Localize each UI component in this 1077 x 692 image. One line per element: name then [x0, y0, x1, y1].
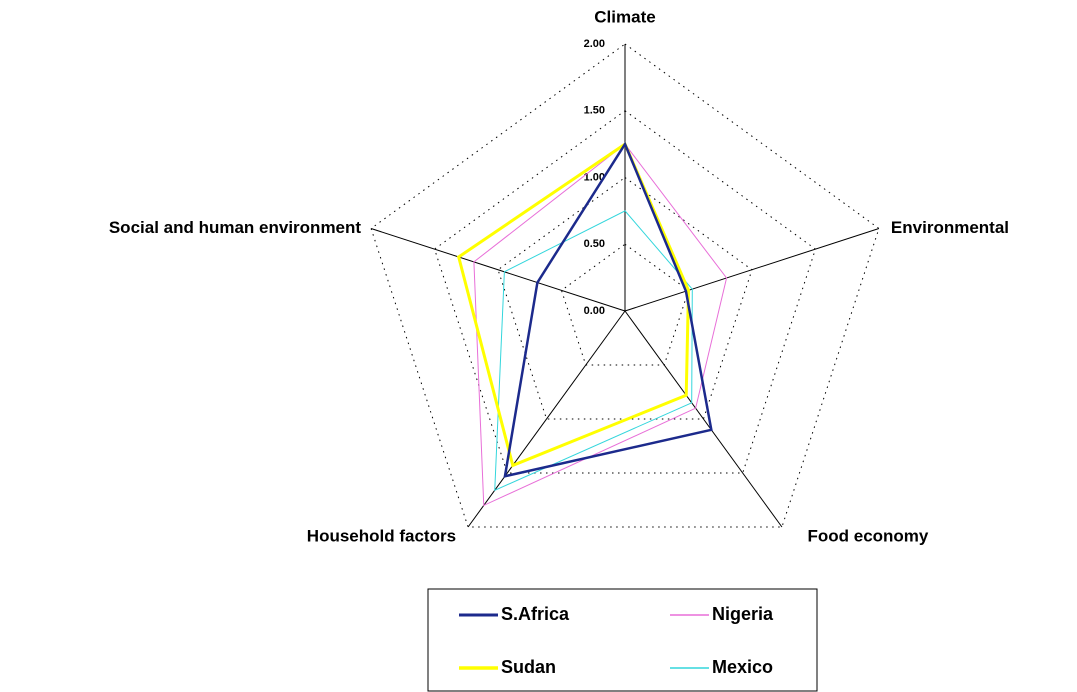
legend-label: S.Africa — [501, 604, 570, 624]
legend-box — [427, 588, 818, 692]
r-tick-label: 0.50 — [584, 238, 605, 250]
series-line — [456, 141, 690, 468]
r-tick-label: 1.00 — [584, 171, 605, 183]
category-label: Food economy — [807, 526, 928, 545]
category-label: Environmental — [891, 218, 1009, 237]
series-line — [494, 210, 693, 492]
series-line — [503, 141, 713, 478]
category-label: Social and human environment — [109, 218, 362, 237]
category-label: Climate — [594, 7, 655, 26]
axis-line — [467, 310, 626, 528]
legend-label: Nigeria — [712, 604, 774, 624]
r-tick-label: 2.00 — [584, 38, 605, 50]
r-tick-label: 0.00 — [584, 305, 605, 317]
axis-line — [624, 228, 880, 312]
legend-label: Mexico — [712, 657, 773, 677]
axis-line — [624, 310, 783, 528]
r-tick-label: 1.50 — [584, 105, 605, 117]
axis-line — [370, 228, 626, 312]
legend-label: Sudan — [501, 657, 556, 677]
category-label: Household factors — [307, 526, 456, 545]
grid-line — [433, 110, 817, 474]
